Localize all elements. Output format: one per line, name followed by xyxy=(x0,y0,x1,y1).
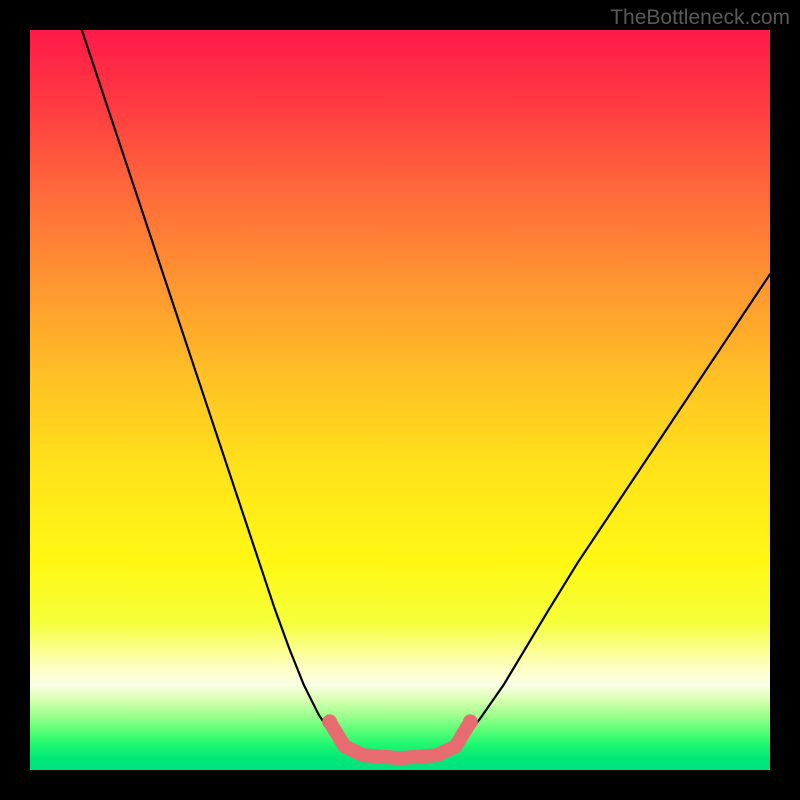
valley-highlight-start-dot xyxy=(322,714,337,729)
valley-highlight-end-dot xyxy=(463,714,478,729)
plot-background xyxy=(30,30,770,770)
chart-container: TheBottleneck.com xyxy=(0,0,800,800)
bottleneck-chart xyxy=(0,0,800,800)
